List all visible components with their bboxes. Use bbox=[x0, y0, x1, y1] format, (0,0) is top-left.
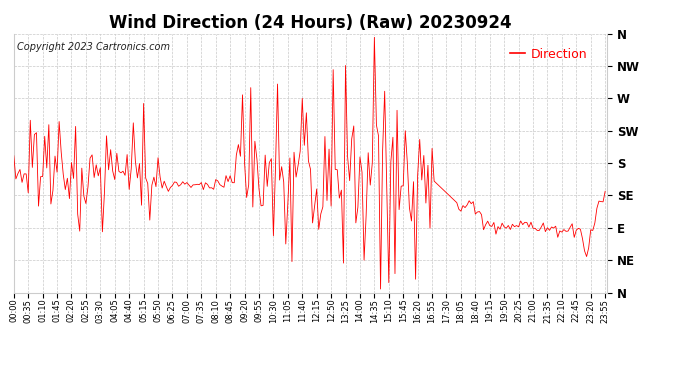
Text: Copyright 2023 Cartronics.com: Copyright 2023 Cartronics.com bbox=[17, 42, 170, 51]
Legend: Direction: Direction bbox=[505, 43, 592, 66]
Title: Wind Direction (24 Hours) (Raw) 20230924: Wind Direction (24 Hours) (Raw) 20230924 bbox=[109, 14, 512, 32]
